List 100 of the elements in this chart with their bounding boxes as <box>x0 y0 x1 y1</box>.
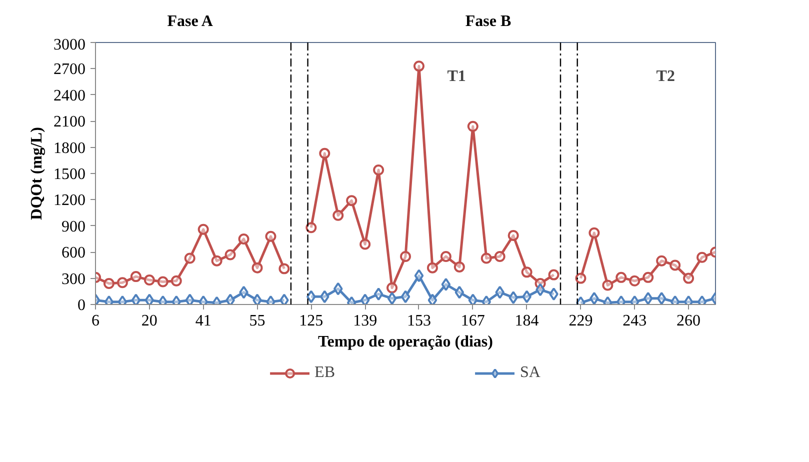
x-tick-label: 167 <box>460 312 485 330</box>
point <box>239 286 248 299</box>
point <box>306 222 317 234</box>
y-tick-label: 0 <box>78 297 86 314</box>
text: Fase A <box>167 13 214 30</box>
x-tick-label: 243 <box>622 312 647 330</box>
point <box>238 234 250 244</box>
point <box>306 290 316 304</box>
x-tick-label: 125 <box>299 312 324 330</box>
point <box>441 278 451 291</box>
point <box>130 271 142 282</box>
point <box>414 269 424 282</box>
y-tick-label: 1500 <box>54 166 86 183</box>
point <box>252 294 262 304</box>
point <box>413 60 424 72</box>
point <box>428 294 438 304</box>
point <box>629 275 640 286</box>
y-tick-label: 1200 <box>54 192 86 210</box>
point <box>426 262 438 274</box>
point <box>116 277 128 288</box>
point <box>683 272 694 284</box>
point <box>454 261 465 272</box>
x-tick-label: 229 <box>568 312 593 330</box>
point <box>643 292 653 304</box>
x-tick-label: 41 <box>195 312 212 330</box>
x-axis-title: Tempo de operação (dias) <box>318 334 493 350</box>
x-tick-label: 139 <box>353 312 378 330</box>
point <box>440 250 452 262</box>
point <box>198 224 209 235</box>
x-tick-label: 260 <box>676 312 701 330</box>
point <box>616 272 627 283</box>
x-tick-label: 55 <box>249 312 266 330</box>
x-tick-label: 6 <box>92 312 100 330</box>
point <box>211 255 222 266</box>
x-tick-label: 184 <box>514 312 539 330</box>
legend-label: EB <box>314 364 335 382</box>
point <box>400 290 410 304</box>
point <box>278 263 290 274</box>
point <box>467 120 478 132</box>
point <box>656 255 668 266</box>
point <box>373 164 384 176</box>
point <box>521 266 532 278</box>
point <box>346 195 358 206</box>
point <box>387 292 397 304</box>
point <box>252 262 263 274</box>
point <box>224 249 236 260</box>
point <box>333 282 343 296</box>
point <box>602 280 614 291</box>
point <box>536 283 545 296</box>
text: Fase B <box>465 13 512 30</box>
x-tick-label: 153 <box>406 312 431 330</box>
point <box>185 294 195 304</box>
y-tick-label: 600 <box>62 244 86 262</box>
point <box>495 286 505 299</box>
point <box>386 282 398 294</box>
point <box>170 275 182 286</box>
point <box>265 230 276 242</box>
point <box>696 252 708 263</box>
annotation: T2 <box>656 68 675 86</box>
point <box>157 276 168 288</box>
y-tick-label: 900 <box>62 218 86 236</box>
point <box>374 288 384 301</box>
point <box>454 286 464 299</box>
point <box>508 230 519 241</box>
point <box>319 148 330 159</box>
y-tick-label: 2100 <box>54 114 86 131</box>
point <box>642 272 654 283</box>
y-tick-label: 3000 <box>54 36 86 54</box>
point <box>656 292 666 304</box>
point <box>548 269 560 280</box>
point <box>588 227 600 238</box>
point <box>549 288 558 301</box>
point <box>468 294 478 304</box>
point <box>494 250 506 262</box>
y-tick-label: 1800 <box>54 140 86 157</box>
point <box>360 238 371 250</box>
point <box>144 294 154 304</box>
point <box>360 294 370 304</box>
y-tick-label: 300 <box>62 270 86 288</box>
point <box>480 252 492 264</box>
point <box>280 294 289 304</box>
y-axis-title: DQOt (mg/L) <box>28 127 46 220</box>
point <box>332 210 344 221</box>
legend-label: SA <box>520 364 540 382</box>
point <box>131 294 141 304</box>
point <box>184 252 196 264</box>
point <box>508 291 518 304</box>
point <box>400 250 411 262</box>
y-tick-label: 2700 <box>54 61 86 78</box>
point <box>522 290 532 304</box>
point <box>320 290 330 304</box>
x-tick-label: 20 <box>141 312 158 330</box>
point <box>226 294 235 304</box>
annotation: T1 <box>447 68 466 86</box>
y-tick-label: 2400 <box>54 87 86 104</box>
point <box>575 272 586 284</box>
point <box>590 292 599 304</box>
point <box>103 278 114 290</box>
point <box>144 274 155 286</box>
point <box>670 260 681 271</box>
